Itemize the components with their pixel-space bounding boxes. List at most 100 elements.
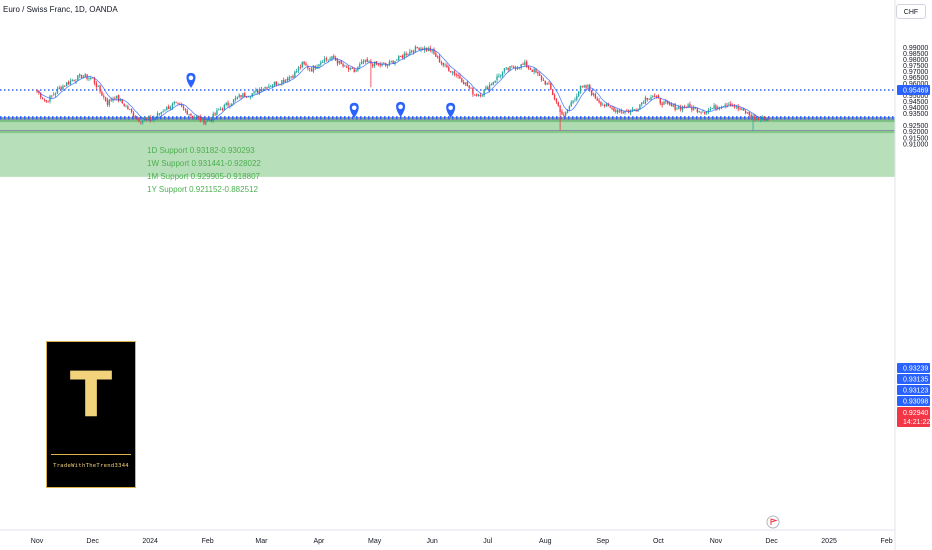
candle-body (47, 101, 49, 103)
candle-body (563, 114, 565, 116)
candle-body (264, 87, 266, 89)
candle-body (151, 120, 153, 121)
candle-body (349, 67, 352, 70)
current-price-label (897, 407, 930, 427)
candle-body (615, 109, 617, 113)
candle-body (726, 104, 728, 106)
time-tick-label: Jul (483, 538, 492, 545)
candle-body (668, 103, 671, 105)
candle-body (251, 93, 253, 97)
candle-body (288, 77, 290, 81)
candle-body (676, 108, 678, 110)
candle-body (407, 53, 409, 55)
level-price-label (897, 363, 930, 373)
candle-body (577, 91, 580, 97)
candle-body (405, 53, 407, 56)
candle-body (201, 117, 203, 120)
candle-body (242, 93, 244, 98)
candle-body (665, 101, 667, 103)
candle-body (325, 58, 328, 60)
candle-body (607, 103, 610, 106)
candle-body (392, 60, 394, 64)
ma-line (36, 48, 768, 121)
candle-body (561, 111, 563, 115)
candle-body (399, 55, 402, 57)
candle-body (667, 101, 669, 104)
candle-body (366, 59, 368, 63)
candle-body (566, 109, 569, 113)
candle-body (516, 67, 519, 70)
candle-body (156, 113, 159, 118)
candle-body (296, 71, 298, 72)
candle-body (320, 62, 322, 65)
candle-body (71, 80, 73, 82)
candle-body (466, 82, 469, 87)
candle-body (125, 105, 127, 107)
candle-body (551, 89, 554, 95)
candle-body (603, 105, 606, 107)
candle-body (576, 96, 578, 100)
candle-body (655, 95, 658, 97)
price-tick-label: 0.97000 (903, 69, 928, 76)
support-note-1w: 1W Support 0.931441-0.928022 (147, 159, 261, 168)
candle-body (477, 94, 480, 97)
candle-body (88, 78, 90, 80)
candle-body (114, 98, 116, 100)
candle-body (99, 85, 101, 92)
candle-body (299, 66, 302, 68)
candle-body (711, 108, 713, 110)
candle-body (160, 112, 162, 115)
candle-body (691, 107, 693, 110)
candle-body (138, 117, 140, 122)
candle-body (134, 116, 137, 118)
candle-body (733, 106, 736, 108)
candle-body (533, 69, 535, 73)
candle-body (45, 100, 47, 102)
candle-body (602, 104, 604, 106)
candle-body (268, 86, 270, 89)
candle-body (692, 107, 695, 111)
candle-body (117, 94, 120, 102)
event-markers (186, 72, 780, 529)
candle-body (657, 95, 660, 99)
candle-body (175, 102, 177, 104)
candle-body (362, 61, 365, 63)
candle-body (216, 110, 218, 115)
candle-body (553, 94, 556, 99)
candle-body (203, 118, 205, 124)
candle-body (292, 76, 294, 78)
candle-body (199, 117, 201, 121)
candle-body (355, 69, 357, 72)
support-zone (0, 119, 895, 134)
candle-body (347, 67, 350, 70)
candle-body (58, 87, 60, 89)
candle-body (442, 62, 444, 66)
candle-body (271, 85, 274, 87)
candle-body (193, 117, 196, 119)
candle-body (436, 56, 439, 58)
candle-body (346, 66, 348, 68)
logo-divider (51, 454, 131, 455)
candle-body (572, 100, 574, 103)
candle-body (171, 103, 174, 108)
candle-body (290, 76, 292, 78)
candle-body (507, 67, 509, 70)
candle-body (43, 99, 46, 101)
currency-button[interactable]: CHF (896, 4, 926, 19)
candle-body (231, 103, 233, 106)
price-tick-label: 0.93500 (903, 111, 928, 118)
candle-body (652, 96, 654, 97)
time-tick-label: Nov (31, 538, 44, 545)
candle-body (759, 119, 762, 121)
candle-body (744, 110, 747, 114)
candle-body (583, 85, 585, 88)
candle-body (681, 106, 684, 111)
candle-body (67, 81, 70, 85)
price-tick-label: 0.95000 (903, 93, 928, 100)
candle-body (488, 84, 491, 91)
support-note-1y: 1Y Support 0.921152-0.882512 (147, 185, 258, 194)
candle-body (462, 81, 465, 85)
candle-body (368, 61, 370, 63)
candle-body (123, 103, 125, 107)
